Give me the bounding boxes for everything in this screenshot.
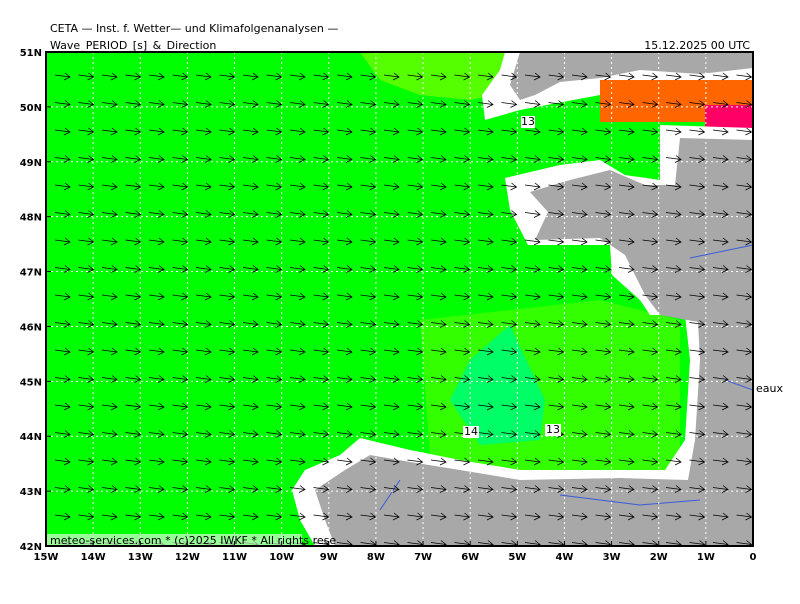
contour-label: 13 — [521, 115, 535, 128]
lon-label: 9W — [320, 552, 338, 563]
land — [510, 52, 753, 100]
lat-label: 50N — [20, 103, 42, 114]
contour-label-box — [545, 424, 561, 436]
lon-label: 11W — [222, 552, 247, 563]
lon-label: 5W — [508, 552, 526, 563]
lon-label: 13W — [128, 552, 153, 563]
contour-label-box — [463, 426, 479, 438]
lon-label: 8W — [367, 552, 385, 563]
lat-label: 42N — [20, 542, 42, 553]
date: 15.12.2025 00 UTC — [644, 39, 750, 52]
lon-label: 6W — [461, 552, 479, 563]
title: CETA — Inst. f. Wetter— und Klimafolgena… — [50, 22, 338, 35]
lon-label: 3W — [603, 552, 621, 563]
lon-label: 1W — [697, 552, 715, 563]
lon-label: 2W — [650, 552, 668, 563]
lon-label: 0 — [750, 552, 757, 563]
lat-label: 44N — [20, 432, 42, 443]
axis-labels: 15W 14W 13W 12W 11W 10W 9W 8W 7W 6W 5W 4W 3W 2W 1W 0 51N… — [20, 48, 757, 563]
lon-label: 7W — [414, 552, 432, 563]
footer-box — [46, 534, 302, 546]
lat-label: 46N — [20, 322, 42, 333]
lat-label: 49N — [20, 158, 42, 169]
lat-label: 48N — [20, 213, 42, 224]
lon-label: 12W — [175, 552, 200, 563]
lon-label: 14W — [81, 552, 106, 563]
graticule — [46, 52, 753, 546]
wave-arrows — [54, 72, 753, 546]
lat-label: 45N — [20, 377, 42, 388]
map-frame — [45, 51, 754, 547]
lon-label: 4W — [555, 552, 573, 563]
lat-label: 51N — [20, 48, 42, 59]
lon-label: 10W — [269, 552, 294, 563]
lon-label: 15W — [34, 552, 59, 563]
contour-label: 13 — [546, 423, 560, 436]
contour-label-box — [521, 116, 535, 128]
place-label: eaux — [756, 382, 783, 395]
subtitle: Wave_PERIOD_[s]_&_Direction — [50, 39, 216, 52]
field-zone — [450, 325, 545, 445]
river — [379, 244, 753, 511]
lat-label: 47N — [20, 268, 42, 279]
arrow-field — [54, 72, 753, 546]
footer: meteo-services.com * (c)2025 IWKF * All … — [50, 534, 336, 547]
map-area: 13 14 13 meteo-services.com * (c)2025 IW… — [46, 52, 753, 547]
lat-label: 43N — [20, 487, 42, 498]
contour-label: 14 — [464, 425, 478, 438]
